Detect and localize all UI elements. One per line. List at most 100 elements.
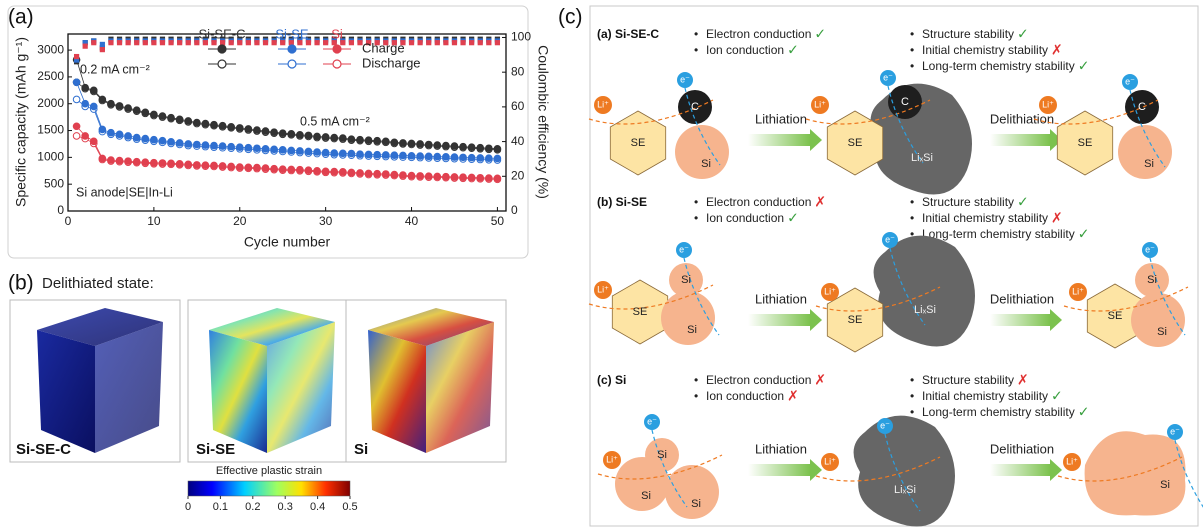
li-ion [603, 451, 621, 469]
charge-marker [467, 143, 476, 151]
legend-label: Si [331, 26, 343, 41]
ce-marker [125, 40, 131, 46]
charge-marker [485, 144, 493, 153]
charge-marker [278, 129, 287, 138]
charge-marker [132, 133, 141, 142]
ce-marker [434, 40, 440, 46]
charge-marker [356, 150, 364, 158]
colorbar-title: Effective plastic strain [216, 465, 322, 477]
charge-marker [381, 170, 390, 178]
property: Ion conduction [706, 211, 784, 225]
charge-marker [167, 138, 175, 146]
charge-marker [270, 164, 278, 173]
solid-electrolyte [611, 279, 669, 345]
charge-marker [433, 172, 442, 181]
charge-marker [304, 131, 313, 140]
charge-marker [330, 133, 339, 142]
charge-marker [89, 137, 98, 146]
plot-frame [67, 33, 507, 212]
component-label: Li⁺ [814, 99, 826, 109]
ce-marker [99, 41, 105, 48]
charge-marker [321, 148, 330, 157]
bullet: • [694, 389, 698, 403]
charge-marker [115, 130, 124, 139]
charge-marker [89, 102, 98, 111]
charge-marker [210, 141, 218, 150]
component-label: C [901, 96, 909, 108]
charge-marker [278, 146, 287, 154]
component-label: e⁻ [880, 420, 890, 430]
electron-path [884, 433, 921, 512]
charge-marker [132, 106, 141, 114]
ce-marker [237, 40, 243, 46]
ion-path [588, 284, 714, 310]
y-tick-label: 0 [57, 203, 64, 217]
bullet: • [910, 211, 914, 225]
ce-marker [477, 40, 483, 46]
charge-marker [442, 172, 450, 181]
charge-marker [442, 153, 450, 161]
ce-marker [348, 40, 355, 46]
property: Structure stability [922, 195, 1014, 209]
ce-marker [271, 40, 277, 46]
legend-label: Si-SE [275, 26, 309, 41]
property: Ion conduction [706, 389, 784, 403]
panel-label: (a) [8, 6, 34, 29]
component-label: Si [1157, 326, 1167, 338]
component-label: e⁻ [680, 74, 690, 84]
y-axis-label: Specific capacity (mAh g⁻¹) [13, 37, 29, 207]
charge-marker [390, 151, 399, 160]
charge-marker [390, 170, 399, 179]
component-label: LiₓSi [911, 152, 933, 164]
ion-path [805, 99, 931, 125]
ce-marker [168, 40, 174, 46]
charge-marker [390, 138, 399, 147]
charge-marker [244, 143, 253, 152]
component-label: Si [1144, 158, 1154, 170]
property: Initial chemistry stability [922, 389, 1048, 403]
charge-marker [450, 173, 459, 181]
charge-marker [373, 150, 381, 159]
charge-marker [167, 113, 175, 122]
ce-marker [202, 40, 209, 46]
process-arrow-head [810, 459, 822, 481]
charge-marker [253, 144, 261, 153]
charge-marker [175, 139, 184, 147]
y2-axis-label: Coulombic efficiency (%) [535, 45, 551, 199]
charge-marker [459, 142, 467, 151]
process-label: Delithiation [990, 291, 1054, 306]
charge-marker [493, 154, 502, 163]
charge-marker [347, 149, 356, 158]
ce-marker [323, 40, 329, 46]
process-label: Lithiation [755, 441, 807, 456]
colorbar-tick-label: 0 [185, 501, 191, 513]
cube-right [95, 322, 163, 453]
y-tick-label: 500 [44, 176, 64, 190]
carbon [888, 85, 922, 119]
solid-electrolyte [826, 110, 884, 176]
charge-marker [278, 165, 287, 173]
bullet: • [694, 43, 698, 57]
electron [676, 242, 692, 258]
charge-marker [330, 167, 339, 176]
legend-marker [287, 59, 297, 69]
charge-marker [424, 172, 433, 180]
bullet: • [910, 405, 914, 419]
component-label: LiₓSi [894, 484, 916, 496]
component-label: e⁻ [1170, 426, 1180, 436]
charge-marker [287, 146, 296, 155]
ce-marker [219, 40, 226, 46]
row-title: (b) Si-SE [597, 195, 647, 209]
charge-marker [330, 149, 339, 157]
charge-marker [175, 160, 184, 168]
charge-marker [304, 166, 313, 175]
ce-marker [159, 40, 166, 46]
component-label: SE [631, 137, 646, 149]
component-label: Li⁺ [824, 286, 836, 296]
ce-marker [391, 40, 397, 46]
charge-marker [287, 165, 296, 174]
cube-top [209, 308, 335, 346]
charge-marker [313, 166, 321, 175]
lixsi-particle [853, 415, 955, 527]
charge-marker [467, 153, 476, 162]
